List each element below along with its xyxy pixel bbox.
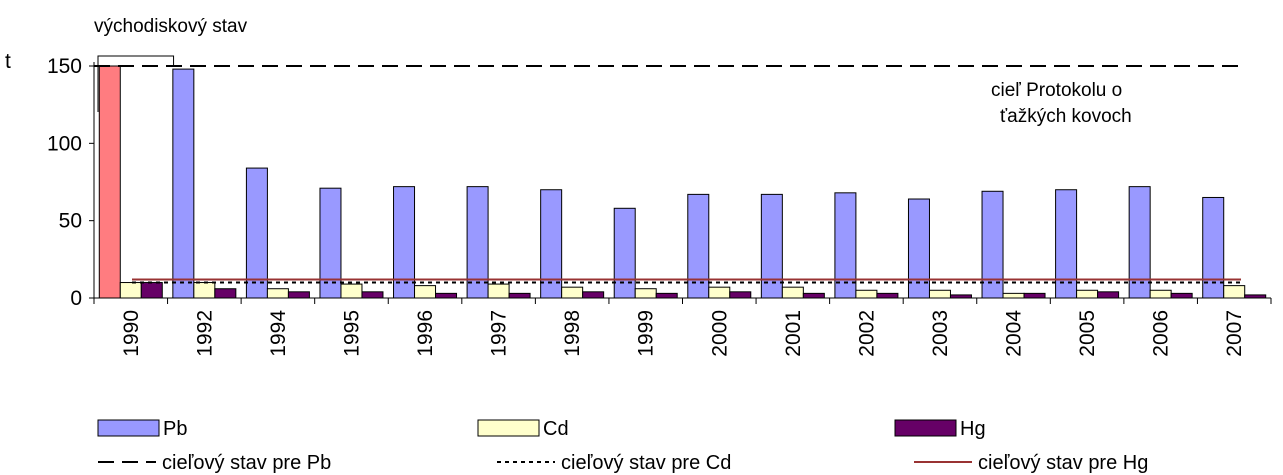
bar-hg-2006 — [1170, 292, 1193, 299]
y-axis-unit: t — [5, 50, 11, 73]
bar-cd-2005 — [1076, 289, 1099, 299]
x-tick-label: 2004 — [1003, 310, 1026, 357]
bar-hg-2000 — [729, 291, 752, 299]
bar-pb-2001 — [760, 193, 783, 299]
bar-cd-1996 — [414, 285, 437, 299]
bar-cd-1998 — [561, 286, 584, 299]
bar-hg-1990 — [140, 282, 163, 299]
bar-pb-1997 — [466, 186, 489, 299]
x-tick-label: 1997 — [488, 310, 511, 357]
bar-cd-1994 — [266, 288, 289, 299]
bar-hg-2002 — [876, 292, 899, 299]
tick-labels: 0 50 100 150 1990 1992 1994 1995 1996 1997 1998 199… — [47, 55, 1246, 357]
legend-swatch-cd — [477, 419, 540, 437]
bar-hg-1994 — [287, 291, 310, 299]
bar-hg-1995 — [361, 291, 384, 299]
bar-pb-2006 — [1128, 186, 1151, 299]
bar-cd-2002 — [855, 289, 878, 299]
legend-swatch-hg — [894, 419, 957, 437]
y-tick-label: 50 — [59, 210, 82, 233]
y-tick-label: 100 — [47, 132, 82, 155]
bar-pb-2005 — [1055, 189, 1078, 299]
x-tick-label: 2007 — [1223, 310, 1246, 357]
bar-pb-2002 — [834, 192, 857, 299]
baseline-bracket — [93, 55, 175, 112]
x-tick-label: 1995 — [340, 310, 363, 357]
bar-pb-2007 — [1202, 196, 1225, 299]
baseline-annotation: východiskový stav — [94, 16, 248, 37]
legend-swatch-pb — [97, 419, 160, 437]
x-tick-label: 2003 — [929, 310, 952, 357]
bar-cd-2001 — [781, 286, 804, 299]
bar-pb-1998 — [540, 189, 563, 299]
bar-cd-2000 — [708, 286, 731, 299]
y-tick-label: 150 — [47, 55, 82, 78]
bar-hg-1998 — [582, 291, 605, 299]
bar-pb-1994 — [245, 167, 268, 299]
bar-hg-2007 — [1244, 294, 1267, 299]
x-tick-label: 2005 — [1076, 310, 1099, 357]
legend-label-pb: Pb — [163, 418, 187, 440]
legend-label-hg: Hg — [960, 418, 986, 440]
x-tick-label: 2002 — [855, 310, 878, 357]
bar-hg-1997 — [508, 292, 531, 299]
target-lines — [94, 65, 1241, 284]
bar-hg-2003 — [949, 294, 972, 299]
x-tick-label: 2000 — [708, 310, 731, 357]
legend-target-label-0: cieľový stav pre Pb — [162, 452, 331, 474]
bar-cd-2004 — [1002, 292, 1025, 299]
bar-hg-2001 — [802, 292, 825, 299]
y-tick-label: 0 — [70, 287, 82, 310]
bar-cd-1999 — [634, 288, 657, 299]
x-tick-label: 1990 — [120, 310, 143, 357]
bar-pb-1996 — [393, 186, 416, 299]
bar-cd-2006 — [1149, 289, 1172, 299]
bar-pb-1995 — [319, 187, 342, 299]
bar-pb-2000 — [687, 193, 710, 299]
protocol-annotation-line2: ťažkých kovoch — [1000, 106, 1132, 127]
bar-cd-1997 — [487, 283, 510, 299]
x-tick-label: 1996 — [414, 310, 437, 357]
legend: Pb Cd Hg cieľový stav pre Pb cieľový stav pr… — [97, 418, 1148, 474]
bar-pb-1992 — [172, 68, 195, 299]
bars — [98, 65, 1267, 299]
bar-hg-2004 — [1023, 292, 1046, 299]
bar-hg-1996 — [435, 292, 458, 299]
bar-cd-1992 — [193, 282, 216, 299]
x-tick-label: 1999 — [635, 310, 658, 357]
bar-pb-2003 — [907, 198, 930, 299]
bar-hg-1999 — [655, 292, 678, 299]
bar-cd-1995 — [340, 283, 363, 299]
bar-hg-1992 — [214, 288, 237, 299]
x-tick-label: 1992 — [193, 310, 216, 357]
x-tick-label: 1998 — [561, 310, 584, 357]
bar-cd-1990 — [119, 282, 142, 299]
bar-pb-1999 — [613, 207, 636, 299]
bar-pb-1990 — [98, 65, 121, 299]
bar-pb-2004 — [981, 190, 1004, 299]
x-tick-label: 2001 — [782, 310, 805, 357]
legend-target-label-2: cieľový stav pre Hg — [978, 452, 1148, 474]
protocol-annotation-line1: cieľ Protokolu o — [991, 80, 1123, 101]
bar-cd-2003 — [928, 289, 951, 299]
baseline-bracket-line — [97, 55, 175, 112]
legend-label-cd: Cd — [543, 418, 569, 440]
x-tick-label: 1994 — [267, 310, 290, 357]
bar-hg-2005 — [1097, 291, 1120, 299]
x-tick-label: 2006 — [1150, 310, 1173, 357]
legend-target-label-1: cieľový stav pre Cd — [561, 452, 731, 474]
bar-cd-2007 — [1223, 285, 1246, 299]
